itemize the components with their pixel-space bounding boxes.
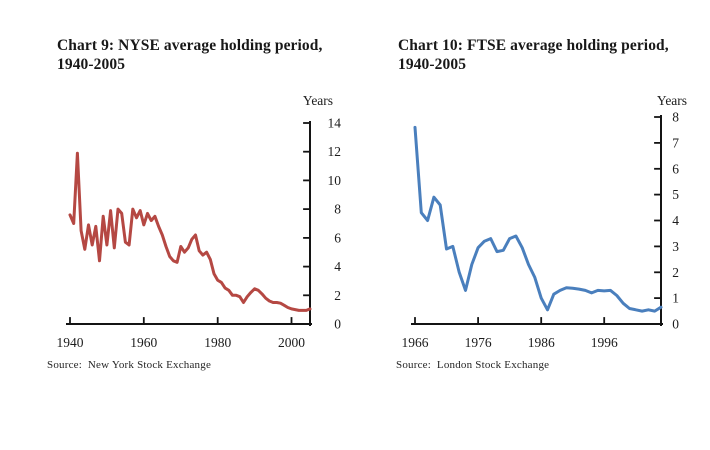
x-tick-label: 1986 [528,335,555,350]
nyse-chart-title-line1: Chart 9: NYSE average holding period, [57,37,323,54]
ftse-source-note: Source: London Stock Exchange [396,359,550,371]
y-tick-label: 2 [672,265,679,280]
nyse-series-line [68,151,312,312]
y-tick-label: 6 [334,230,341,245]
y-axis-title: Years [303,93,333,108]
x-tick-label: 2000 [278,335,305,350]
y-tick-label: 14 [328,116,342,131]
nyse-chart-title-line2: 1940-2005 [57,56,126,73]
y-axis-title: Years [657,93,687,108]
x-tick-label: 1976 [465,335,492,350]
y-tick-label: 6 [672,161,679,176]
y-tick-label: 2 [334,288,341,303]
x-tick-label: 1940 [57,335,84,350]
x-tick-label: 1996 [591,335,618,350]
x-tick-label: 1960 [130,335,157,350]
y-tick-label: 4 [672,213,679,228]
y-tick-label: 10 [328,173,342,188]
y-tick-label: 5 [672,187,679,202]
ftse-axis-labels: 0 1 2 3 4 5 6 7 8 1966 1976 1986 1996 Years [402,93,688,350]
y-tick-label: 1 [672,291,679,306]
x-tick-label: 1966 [402,335,429,350]
ftse-series-line [413,125,663,313]
y-tick-label: 0 [334,317,341,332]
ftse-chart-title: Chart 10: FTSE average holding period, 1… [398,36,710,74]
nyse-axes [66,121,312,326]
y-tick-label: 12 [328,144,342,159]
y-tick-label: 8 [672,110,679,125]
ftse-chart-title-line1: Chart 10: FTSE average holding period, [398,37,669,54]
ftse-axes [411,115,663,326]
y-tick-label: 8 [334,202,341,217]
y-tick-label: 0 [672,317,679,332]
y-tick-label: 7 [672,135,679,150]
nyse-axis-labels: 0 2 4 6 8 10 12 14 1940 1960 1980 2000 Years [57,93,342,350]
x-tick-label: 1980 [204,335,231,350]
y-tick-label: 3 [672,239,679,254]
nyse-chart-title: Chart 9: NYSE average holding period, 19… [57,36,387,74]
nyse-source-note: Source: New York Stock Exchange [47,359,212,371]
y-tick-label: 4 [334,259,341,274]
ftse-chart-title-line2: 1940-2005 [398,56,467,73]
